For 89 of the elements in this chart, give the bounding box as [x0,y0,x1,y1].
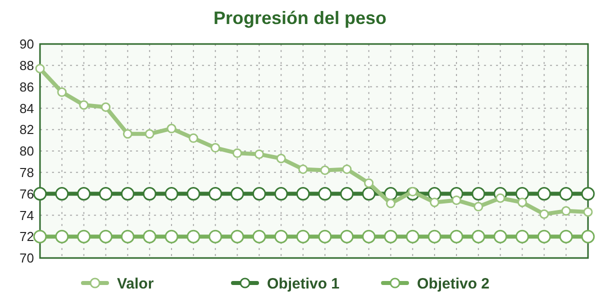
point [384,187,398,201]
point [101,102,111,112]
y-tick-label: 86 [20,79,34,94]
point [472,187,486,201]
point [274,187,288,201]
point [57,87,67,97]
point [296,187,310,201]
point [581,230,595,244]
point [320,166,330,176]
point [186,230,200,244]
point [99,187,113,201]
point [581,187,595,201]
y-tick-label: 78 [20,164,34,180]
point [276,154,286,164]
y-tick-label: 80 [20,144,34,159]
point [230,230,244,244]
point [120,230,134,244]
point [77,230,91,244]
point [252,230,266,244]
point [208,187,222,201]
point [144,129,154,139]
y-tick-label: 70 [20,250,34,266]
point [340,187,354,201]
point [210,143,220,153]
point [232,148,242,158]
point [79,100,89,110]
point [296,230,310,244]
point [166,124,176,134]
point [494,230,508,244]
point [386,198,396,208]
point [537,187,551,201]
point [55,187,69,201]
point [252,187,266,201]
point [452,195,462,205]
point [142,187,156,201]
point [474,202,484,212]
point [230,187,244,201]
point [561,206,571,216]
point [428,230,442,244]
point [164,230,178,244]
point [77,187,91,201]
legend-label: Valor [117,275,154,292]
point [274,230,288,244]
y-tick-label: 88 [20,58,34,73]
point [120,187,134,201]
point [539,209,549,219]
point [188,133,198,143]
legend-label: Objetivo 1 [267,275,340,292]
y-tick-label: 76 [20,186,34,202]
point [515,230,529,244]
point [559,230,573,244]
point [340,230,354,244]
point [254,149,264,159]
y-tick-label: 72 [20,229,34,244]
point [537,230,551,244]
y-tick-label: 82 [20,122,34,138]
point [99,230,113,244]
legend-label: Objetivo 2 [417,275,490,292]
point [362,187,376,201]
point [430,198,440,208]
point [472,230,486,244]
point [186,187,200,201]
point [208,230,222,244]
point [142,230,156,244]
point [55,230,69,244]
y-tick-label: 90 [20,36,34,52]
point [164,187,178,201]
point [318,187,332,201]
point [298,164,308,174]
point [122,129,132,139]
point [33,230,47,244]
point [515,187,529,201]
point [496,193,506,203]
point [406,230,420,244]
point [517,198,527,208]
point [342,164,352,174]
point [35,64,45,74]
point [364,178,374,188]
point [362,230,376,244]
y-tick-label: 84 [20,100,34,116]
point [450,230,464,244]
point [33,187,47,201]
point [318,230,332,244]
point [559,187,573,201]
chart-title: Progresión del peso [213,8,387,28]
y-tick-label: 74 [20,208,34,223]
point [384,230,398,244]
point [428,187,442,201]
point [583,207,593,217]
